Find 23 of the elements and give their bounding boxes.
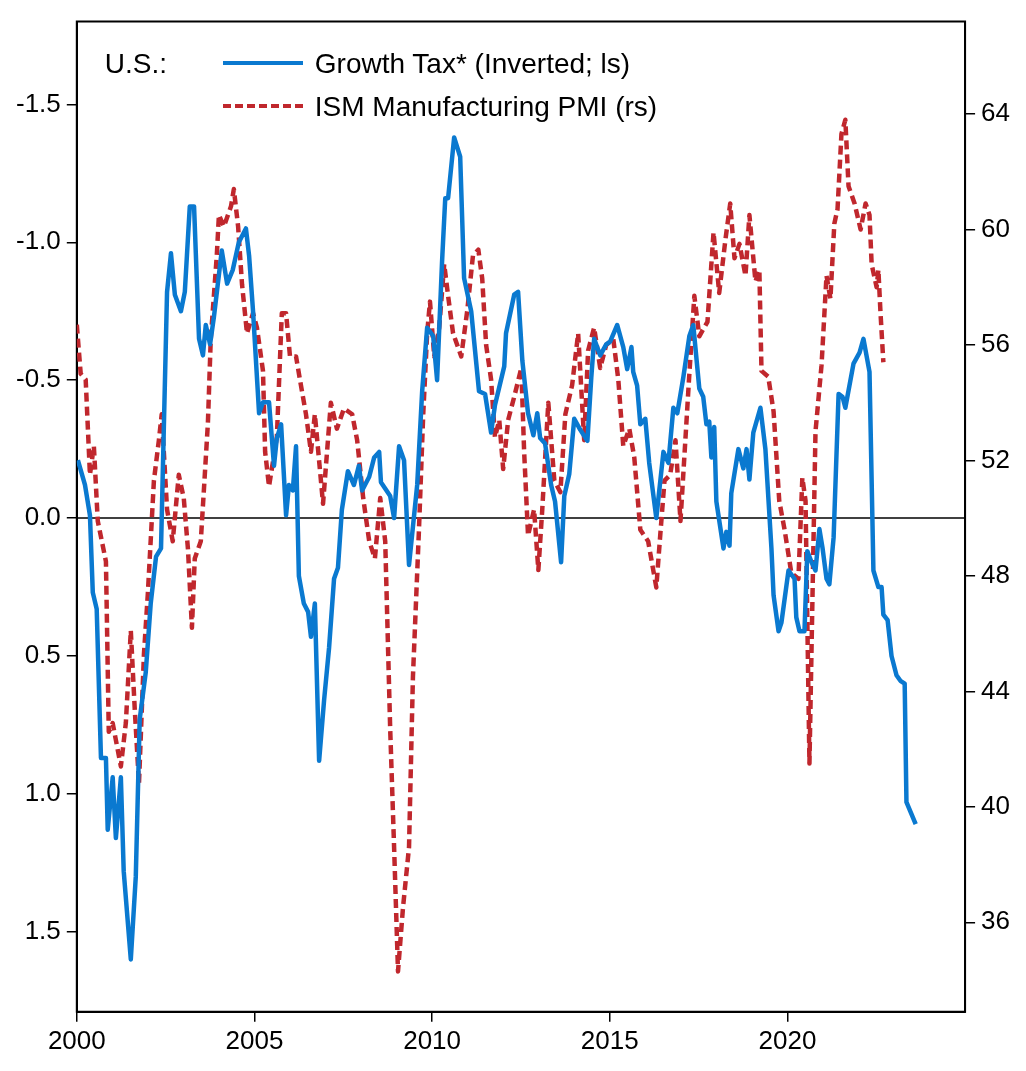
y-tick-label: 1.0 [24,777,61,808]
y-tick-label: 0.5 [24,639,61,670]
y2-tick-label: 64 [981,97,1010,128]
y-tick-label: 0.0 [24,501,61,532]
y-tick-label: -0.5 [15,363,61,394]
legend-label: Growth Tax* (Inverted; ls) [314,46,631,81]
y2-tick-label: 56 [981,328,1010,359]
y-tick-label: -1.0 [15,225,61,256]
y2-tick-label: 44 [981,674,1010,705]
x-tick-label: 2020 [758,1024,817,1055]
y2-tick-label: 36 [981,905,1010,936]
y2-tick-label: 60 [981,212,1010,243]
y2-tick-label: 40 [981,790,1010,820]
y-tick-label: -1.5 [15,87,61,118]
legend-title: U.S.: [104,46,169,81]
x-tick-label: 2010 [403,1024,462,1055]
legend-label: ISM Manufacturing PMI (rs) [314,89,658,124]
y2-tick-label: 52 [981,443,1010,474]
x-tick-label: 2000 [47,1024,106,1055]
y-tick-label: 1.5 [24,914,61,945]
x-tick-label: 2005 [225,1024,284,1055]
y2-tick-label: 48 [981,559,1010,590]
x-tick-label: 2015 [580,1024,639,1055]
